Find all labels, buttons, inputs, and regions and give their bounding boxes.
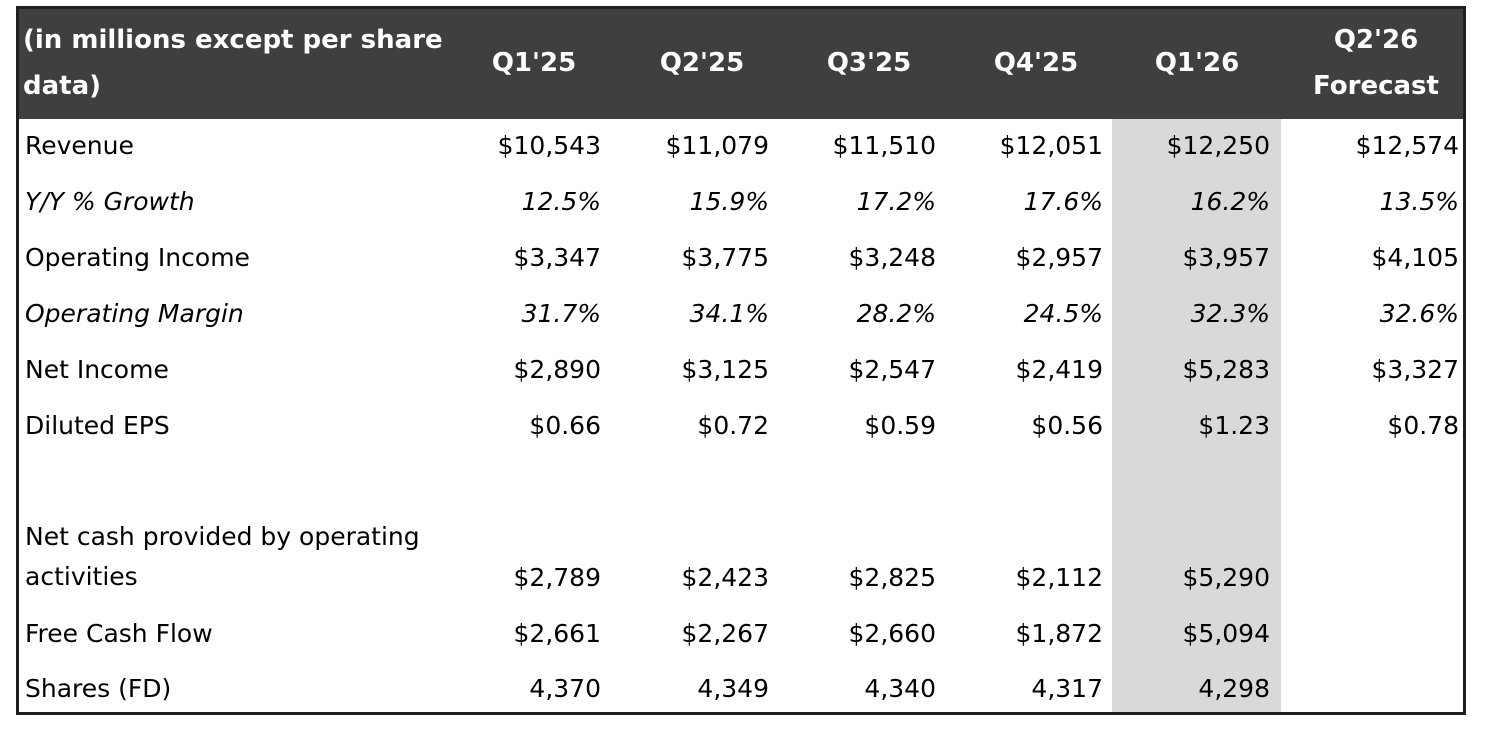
- row-label: Operating Income: [25, 243, 250, 272]
- row-label: Operating Margin: [25, 299, 244, 328]
- cell-value: $2,825: [848, 563, 936, 592]
- cell-value: $0.59: [864, 411, 936, 440]
- cell-value: 17.6%: [1023, 187, 1103, 216]
- cell-value: $2,267: [681, 619, 769, 648]
- cell-value: $3,957: [1182, 243, 1270, 272]
- row-label: Net Income: [25, 355, 169, 384]
- cell-value: 16.2%: [1190, 187, 1270, 216]
- cell-value: $5,290: [1182, 563, 1270, 592]
- cell-value: $11,079: [665, 131, 769, 160]
- cell-value: 4,370: [529, 674, 601, 703]
- cell-value: $1,872: [1015, 619, 1103, 648]
- table-row-net-income: Net Income $2,890 $3,125 $2,547 $2,419 $…: [19, 350, 1463, 390]
- cell-value: 31.7%: [521, 299, 601, 328]
- highlighted-column-q1-26: [1112, 119, 1281, 712]
- cell-value: $12,051: [999, 131, 1103, 160]
- cell-value: $2,423: [681, 563, 769, 592]
- cell-value: 28.2%: [856, 299, 936, 328]
- cell-value: 32.3%: [1190, 299, 1270, 328]
- header-col-q2-25: Q2'25: [659, 48, 745, 78]
- row-label: Net cash provided by operating activitie…: [25, 522, 420, 591]
- header-col-q2-26-forecast: Q2'26 Forecast: [1313, 25, 1439, 101]
- cell-value: $2,890: [513, 355, 601, 384]
- cell-value: $2,419: [1015, 355, 1103, 384]
- cell-value: 4,317: [1031, 674, 1103, 703]
- cell-value: $3,125: [681, 355, 769, 384]
- table-row-net-cash-operating: Net cash provided by operating activitie…: [19, 517, 1463, 599]
- cell-value: 4,298: [1198, 674, 1270, 703]
- header-col-q4-25: Q4'25: [993, 48, 1079, 78]
- header-col-q3-25: Q3'25: [826, 48, 912, 78]
- cell-value: $10,543: [497, 131, 601, 160]
- cell-value: 13.5%: [1379, 187, 1459, 216]
- row-label: Revenue: [25, 131, 134, 160]
- cell-value: $0.72: [697, 411, 769, 440]
- cell-value: 34.1%: [689, 299, 769, 328]
- row-label: Shares (FD): [25, 674, 172, 703]
- table-row-free-cash-flow: Free Cash Flow $2,661 $2,267 $2,660 $1,8…: [19, 614, 1463, 654]
- cell-value: $3,775: [681, 243, 769, 272]
- cell-value: 17.2%: [856, 187, 936, 216]
- cell-value: $5,094: [1182, 619, 1270, 648]
- cell-value: $2,660: [848, 619, 936, 648]
- cell-value: 12.5%: [521, 187, 601, 216]
- cell-value: $5,283: [1182, 355, 1270, 384]
- cell-value: 24.5%: [1023, 299, 1103, 328]
- cell-value: 4,340: [864, 674, 936, 703]
- cell-value: $2,789: [513, 563, 601, 592]
- financial-summary-table: (in millions except per share data) Q1'2…: [16, 6, 1466, 715]
- cell-value: $1.23: [1198, 411, 1270, 440]
- header-col-q1-26: Q1'26: [1154, 48, 1240, 78]
- cell-value: 32.6%: [1379, 299, 1459, 328]
- table-row-diluted-eps: Diluted EPS $0.66 $0.72 $0.59 $0.56 $1.2…: [19, 406, 1463, 446]
- table-row-revenue: Revenue $10,543 $11,079 $11,510 $12,051 …: [19, 126, 1463, 166]
- table-row-yy-growth: Y/Y % Growth 12.5% 15.9% 17.2% 17.6% 16.…: [19, 182, 1463, 222]
- table-row-shares-fd: Shares (FD) 4,370 4,349 4,340 4,317 4,29…: [19, 669, 1463, 709]
- table-row-operating-margin: Operating Margin 31.7% 34.1% 28.2% 24.5%…: [19, 294, 1463, 334]
- row-label: Y/Y % Growth: [25, 187, 195, 216]
- cell-value: $2,957: [1015, 243, 1103, 272]
- row-label: Diluted EPS: [25, 411, 170, 440]
- table-row-operating-income: Operating Income $3,347 $3,775 $3,248 $2…: [19, 238, 1463, 278]
- cell-value: $12,250: [1166, 131, 1270, 160]
- cell-value: $3,347: [513, 243, 601, 272]
- cell-value: $2,112: [1015, 563, 1103, 592]
- cell-value: $2,547: [848, 355, 936, 384]
- cell-value: $3,248: [848, 243, 936, 272]
- cell-value: $11,510: [832, 131, 936, 160]
- header-units-label: (in millions except per share data): [23, 25, 443, 101]
- cell-value: 4,349: [697, 674, 769, 703]
- cell-value: $2,661: [513, 619, 601, 648]
- cell-value: $4,105: [1371, 243, 1459, 272]
- cell-value: $0.78: [1387, 411, 1459, 440]
- cell-value: $0.66: [529, 411, 601, 440]
- row-label: Free Cash Flow: [25, 619, 213, 648]
- cell-value: $3,327: [1371, 355, 1459, 384]
- header-col-q1-25: Q1'25: [491, 48, 577, 78]
- cell-value: 15.9%: [689, 187, 769, 216]
- table-header-row: (in millions except per share data) Q1'2…: [19, 9, 1463, 119]
- cell-value: $0.56: [1031, 411, 1103, 440]
- cell-value: $12,574: [1355, 131, 1459, 160]
